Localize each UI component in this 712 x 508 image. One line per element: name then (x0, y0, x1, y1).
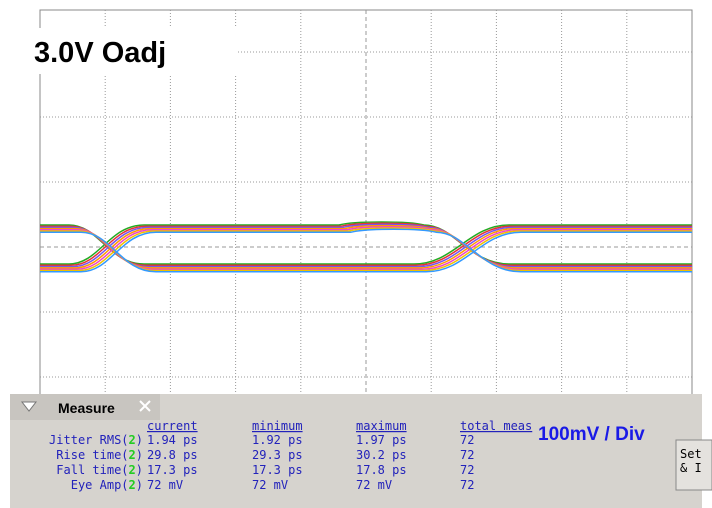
button-label: Set (680, 447, 702, 461)
channel-number: 2 (129, 478, 136, 492)
setup-button[interactable] (675, 439, 712, 491)
close-icon[interactable] (139, 400, 151, 412)
row-label-part: Jitter RMS( (49, 433, 128, 447)
cell: 72 mV (252, 478, 288, 492)
row-label: Rise time(2) (56, 448, 143, 462)
cell: 72 (460, 433, 474, 447)
button-label: & I (680, 461, 702, 475)
cell: 1.94 ps (147, 433, 198, 447)
row-label: Jitter RMS(2) (49, 433, 143, 447)
cell: 1.92 ps (252, 433, 303, 447)
measure-tab[interactable] (10, 394, 160, 420)
cell: 72 mV (356, 478, 392, 492)
cell: 29.3 ps (252, 448, 303, 462)
cell: 29.8 ps (147, 448, 198, 462)
measure-table: current minimum maximum total meas Jitter RM… (49, 419, 532, 492)
title: 3.0V Oadj (34, 37, 166, 69)
channel-number: 2 (129, 463, 136, 477)
title-box (26, 28, 238, 74)
column-header: total meas (460, 419, 532, 433)
row-label-part: ) (136, 448, 143, 462)
cell: 1.97 ps (356, 433, 407, 447)
row-label: Fall time(2) (56, 463, 143, 477)
row-label-part: ) (136, 463, 143, 477)
channel-number: 2 (129, 448, 136, 462)
measure-tab-label: Measure (58, 400, 115, 416)
cell: 72 (460, 448, 474, 462)
cell: 17.3 ps (147, 463, 198, 477)
channel-number: 2 (129, 433, 136, 447)
scale-label: 100mV / Div (538, 424, 645, 445)
column-header: maximum (356, 419, 407, 433)
row-label-part: Fall time( (56, 463, 128, 477)
cell: 30.2 ps (356, 448, 407, 462)
column-header: current (147, 419, 198, 433)
column-header: minimum (252, 419, 303, 433)
cell: 17.3 ps (252, 463, 303, 477)
row-label-part: ) (136, 433, 143, 447)
row-label-part: Rise time( (56, 448, 128, 462)
row-label-part: ) (136, 478, 143, 492)
cell: 72 mV (147, 478, 183, 492)
cell: 72 (460, 463, 474, 477)
cell: 17.8 ps (356, 463, 407, 477)
eye-traces (40, 221, 692, 273)
eye-trace (40, 228, 692, 273)
cell: 72 (460, 478, 474, 492)
collapse-icon[interactable] (20, 401, 38, 412)
row-label: Eye Amp(2) (71, 478, 143, 492)
row-label-part: Eye Amp( (71, 478, 129, 492)
eye-trace (40, 231, 692, 273)
